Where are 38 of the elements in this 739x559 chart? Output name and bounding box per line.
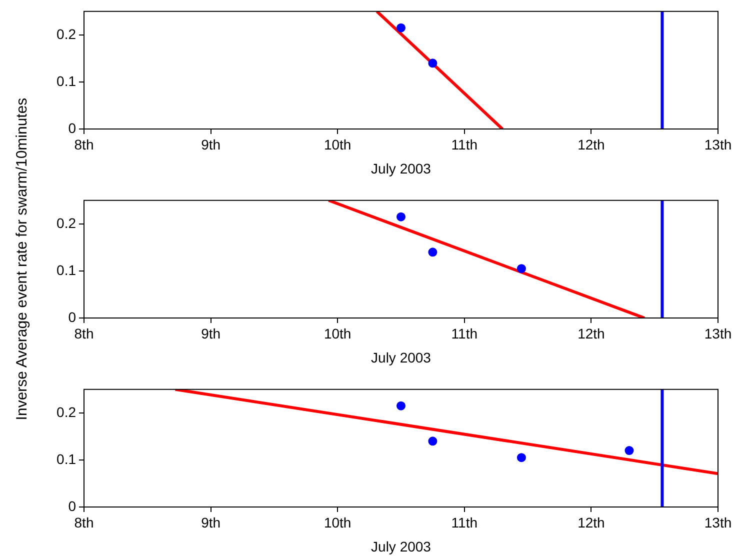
x-tick-label: 10th (324, 325, 352, 342)
y-tick-label: 0.2 (56, 26, 76, 42)
point (516, 264, 526, 274)
y-tick-label: 0 (68, 498, 76, 514)
point (428, 436, 438, 446)
x-tick-label: 12th (578, 514, 605, 530)
x-tick-label: 11th (451, 325, 478, 342)
point (396, 212, 406, 222)
y-axis-title: Inverse Average event rate for swarm/10minutes (14, 98, 30, 420)
x-axis-title: July 2003 (371, 538, 432, 554)
x-axis-title: July 2003 (371, 349, 432, 366)
x-tick-label: 8th (74, 514, 94, 530)
x-tick-label: 11th (451, 514, 478, 530)
x-tick-label: 9th (201, 514, 221, 530)
x-tick-label: 11th (451, 136, 478, 152)
y-tick-label: 0.2 (56, 404, 76, 420)
x-tick-label: 8th (74, 136, 94, 152)
x-tick-label: 8th (74, 325, 94, 342)
x-axis-title: July 2003 (371, 160, 432, 176)
x-tick-label: 12th (578, 136, 605, 152)
point (428, 248, 438, 257)
x-tick-label: 13th (704, 325, 732, 342)
x-tick-label: 13th (704, 514, 732, 530)
y-tick-label: 0.2 (56, 214, 76, 231)
x-tick-label: 10th (324, 514, 352, 530)
y-tick-label: 0 (68, 120, 76, 136)
y-tick-label: 0 (68, 308, 76, 325)
x-tick-label: 12th (578, 325, 605, 342)
point (624, 446, 634, 456)
x-tick-label: 9th (201, 136, 221, 152)
x-tick-label: 13th (704, 136, 732, 152)
y-tick-label: 0.1 (56, 72, 76, 89)
y-tick-label: 0.1 (56, 262, 76, 278)
x-tick-label: 10th (324, 136, 352, 152)
point (396, 401, 406, 410)
y-tick-label: 0.1 (56, 450, 76, 467)
x-tick-label: 9th (201, 325, 221, 342)
point (516, 453, 526, 462)
